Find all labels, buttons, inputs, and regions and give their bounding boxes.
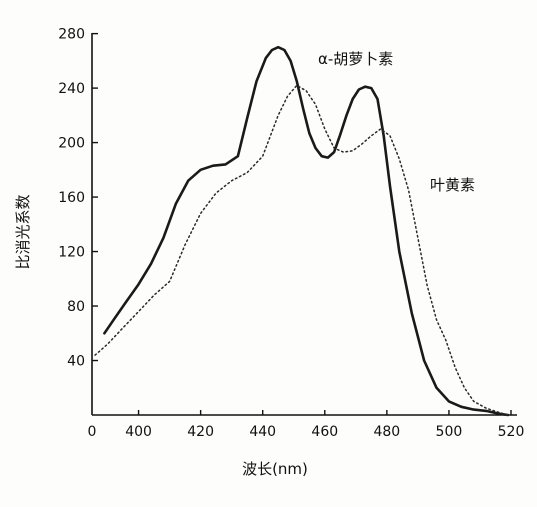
y-axis-title: 比消光系数 — [14, 194, 32, 269]
y-tick-label: 80 — [67, 299, 85, 315]
ticks — [92, 32, 512, 415]
series-label-lutein: 叶黄素 — [430, 176, 475, 194]
axes — [91, 33, 517, 416]
series-line-lutein — [94, 84, 509, 416]
y-tick-label: 160 — [58, 190, 85, 206]
y-tick-label: 240 — [58, 81, 85, 97]
y-tick-label: 280 — [58, 27, 85, 43]
x-tick-label: 420 — [187, 424, 214, 440]
y-tick-label: 200 — [58, 136, 85, 152]
y-tick-label: 120 — [58, 245, 85, 261]
series-line-alpha-carotene — [103, 45, 510, 417]
x-axis-title: 波长(nm) — [242, 460, 308, 478]
x-tick-label: 520 — [498, 424, 525, 440]
x-tick-label: 0 — [88, 424, 97, 440]
x-tick-label: 400 — [125, 424, 152, 440]
tick-labels: 0 400 420 440 460 480 500 520 40 80 120 160 200 240 28… — [58, 27, 524, 440]
x-tick-label: 480 — [373, 424, 400, 440]
series-label-alpha-carotene: α-胡萝卜素 — [318, 50, 393, 68]
y-tick-label: 40 — [67, 354, 85, 370]
x-tick-label: 460 — [311, 424, 338, 440]
series — [94, 45, 510, 417]
x-tick-label: 500 — [436, 424, 463, 440]
x-tick-label: 440 — [249, 424, 276, 440]
